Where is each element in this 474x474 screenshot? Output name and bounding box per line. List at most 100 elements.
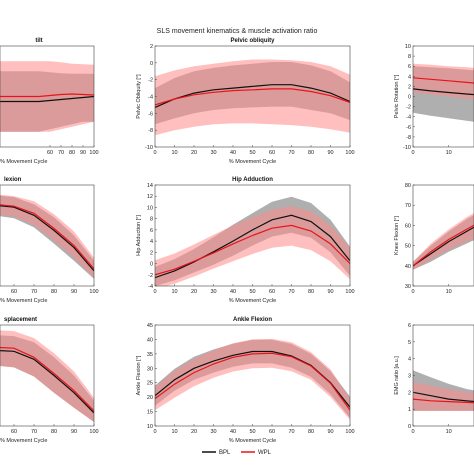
x-tick-label: 90 — [327, 150, 333, 156]
band-wpl — [0, 330, 94, 422]
y-tick-label: -8 — [406, 135, 411, 141]
y-tick-label: 20 — [147, 395, 153, 401]
band-wpl — [0, 194, 94, 278]
y-axis-label: Hip Adduction [°] — [136, 215, 142, 256]
y-tick-label: -10 — [403, 145, 411, 151]
legend: BPL WPL — [202, 450, 272, 456]
y-tick-label: 6 — [408, 323, 411, 329]
x-tick-label: 100 — [89, 150, 98, 156]
x-tick-label: 100 — [89, 429, 98, 435]
y-tick-label: 8 — [150, 217, 153, 223]
x-tick-label: 70 — [31, 429, 37, 435]
line-bpl — [155, 84, 350, 108]
x-axis-label: % Movement Cycle — [0, 159, 47, 165]
line-wpl — [413, 77, 474, 84]
axes-box — [0, 184, 95, 287]
y-tick-label: 6 — [150, 228, 153, 234]
x-tick-label: 80 — [51, 429, 57, 435]
line-bpl — [413, 226, 474, 267]
panel-pelvic-tilt: 60 70 80 90 100 tilt % Movement Cycle — [0, 38, 99, 165]
panel-title: Ankle Flexion — [233, 317, 272, 323]
x-tick-label: 0 — [411, 289, 414, 295]
y-tick-label: 2 — [150, 250, 153, 256]
y-tick-label: 15 — [147, 410, 153, 416]
panel-hip-adduction: 0 10 20 30 40 50 60 70 80 90 100 -4 -2 0 2 4 6 8 10 12 14 Hip… — [136, 177, 355, 304]
x-axis-label: % Movement Cycle — [229, 298, 276, 304]
line-bpl — [0, 205, 94, 272]
x-tick-label: 30 — [210, 429, 216, 435]
y-tick-label: 0 — [150, 262, 153, 268]
axes-box — [412, 184, 474, 287]
y-axis-label: Pelvic Obliquity [°] — [136, 74, 142, 119]
x-tick-label: 100 — [345, 289, 354, 295]
x-tick-label: 80 — [308, 429, 314, 435]
x-tick-label: 60 — [11, 289, 17, 295]
y-tick-label: -10 — [145, 145, 153, 151]
panel-knee-displacement: 60 70 80 90 100 splacement % Movement Cycle — [0, 317, 99, 444]
y-tick-label: 0 — [408, 424, 411, 430]
y-tick-label: 60 — [405, 223, 411, 229]
x-axis-label: % Movement Cycle — [0, 298, 47, 304]
y-tick-label: 12 — [147, 194, 153, 200]
y-axis-label: Ankle Flexion [°] — [136, 355, 142, 395]
x-tick-label: 10 — [446, 289, 452, 295]
x-tick-label: 10 — [446, 150, 452, 156]
band-wpl — [0, 61, 94, 132]
x-tick-label: 10 — [171, 150, 177, 156]
x-tick-label: 80 — [308, 289, 314, 295]
x-tick-label: 90 — [327, 429, 333, 435]
x-tick-label: 90 — [80, 150, 86, 156]
y-tick-label: 30 — [147, 366, 153, 372]
y-tick-label: 2 — [408, 84, 411, 90]
y-tick-label: 0 — [408, 95, 411, 101]
x-tick-label: 70 — [288, 429, 294, 435]
x-tick-label: 80 — [69, 150, 75, 156]
y-tick-label: 5 — [408, 340, 411, 346]
y-tick-label: 30 — [405, 284, 411, 290]
x-axis-label: % Movement Cycle — [229, 159, 276, 165]
plot-area — [155, 338, 350, 420]
x-tick-label: 0 — [411, 429, 414, 435]
line-wpl — [413, 398, 474, 404]
y-tick-label: 0 — [150, 61, 153, 67]
y-tick-label: 10 — [147, 424, 153, 430]
panel-title: Pelvic obliquity — [230, 38, 275, 44]
x-tick-label: 100 — [89, 289, 98, 295]
x-tick-label: 80 — [308, 150, 314, 156]
line-bpl — [0, 95, 94, 103]
x-tick-label: 20 — [191, 150, 197, 156]
y-tick-label: 25 — [147, 381, 153, 387]
y-tick-label: 80 — [405, 183, 411, 189]
line-bpl — [155, 214, 350, 279]
axes-box — [0, 45, 95, 148]
y-axis-label: Knee Flexion [°] — [394, 216, 400, 255]
line-wpl — [0, 204, 94, 270]
x-tick-label: 10 — [171, 429, 177, 435]
panel-title: tilt — [35, 38, 42, 44]
band-wpl — [155, 206, 350, 286]
line-wpl — [155, 88, 350, 106]
y-tick-label: 4 — [150, 239, 153, 245]
plot-area — [0, 61, 94, 132]
x-tick-label: 40 — [230, 150, 236, 156]
panel-emg-ratio: 0 10 0 1 2 3 4 5 6 EMG ratio [a.u.] — [394, 323, 474, 435]
x-tick-label: 40 — [230, 289, 236, 295]
panel-pelvic-obliquity: 0 10 20 30 40 50 60 70 80 90 100 -10 -8 -6 -4 -2 0 2 Pelvi… — [136, 38, 355, 165]
y-tick-label: 50 — [405, 244, 411, 250]
y-tick-label: 1 — [408, 407, 411, 413]
legend-label-wpl: WPL — [258, 450, 272, 456]
y-tick-label: -8 — [148, 128, 153, 134]
x-tick-label: 10 — [171, 289, 177, 295]
x-tick-label: 40 — [230, 429, 236, 435]
x-tick-label: 60 — [269, 429, 275, 435]
panel-hip-flexion: 60 70 80 90 100 lexion % Movement Cycle — [0, 177, 99, 304]
y-tick-label: -4 — [148, 95, 153, 101]
y-tick-label: -4 — [148, 284, 153, 290]
y-tick-label: 40 — [405, 264, 411, 270]
x-tick-label: 70 — [58, 150, 64, 156]
y-tick-label: -2 — [148, 78, 153, 84]
y-tick-label: 2 — [408, 390, 411, 396]
x-tick-label: 70 — [288, 150, 294, 156]
plot-area — [0, 330, 94, 422]
